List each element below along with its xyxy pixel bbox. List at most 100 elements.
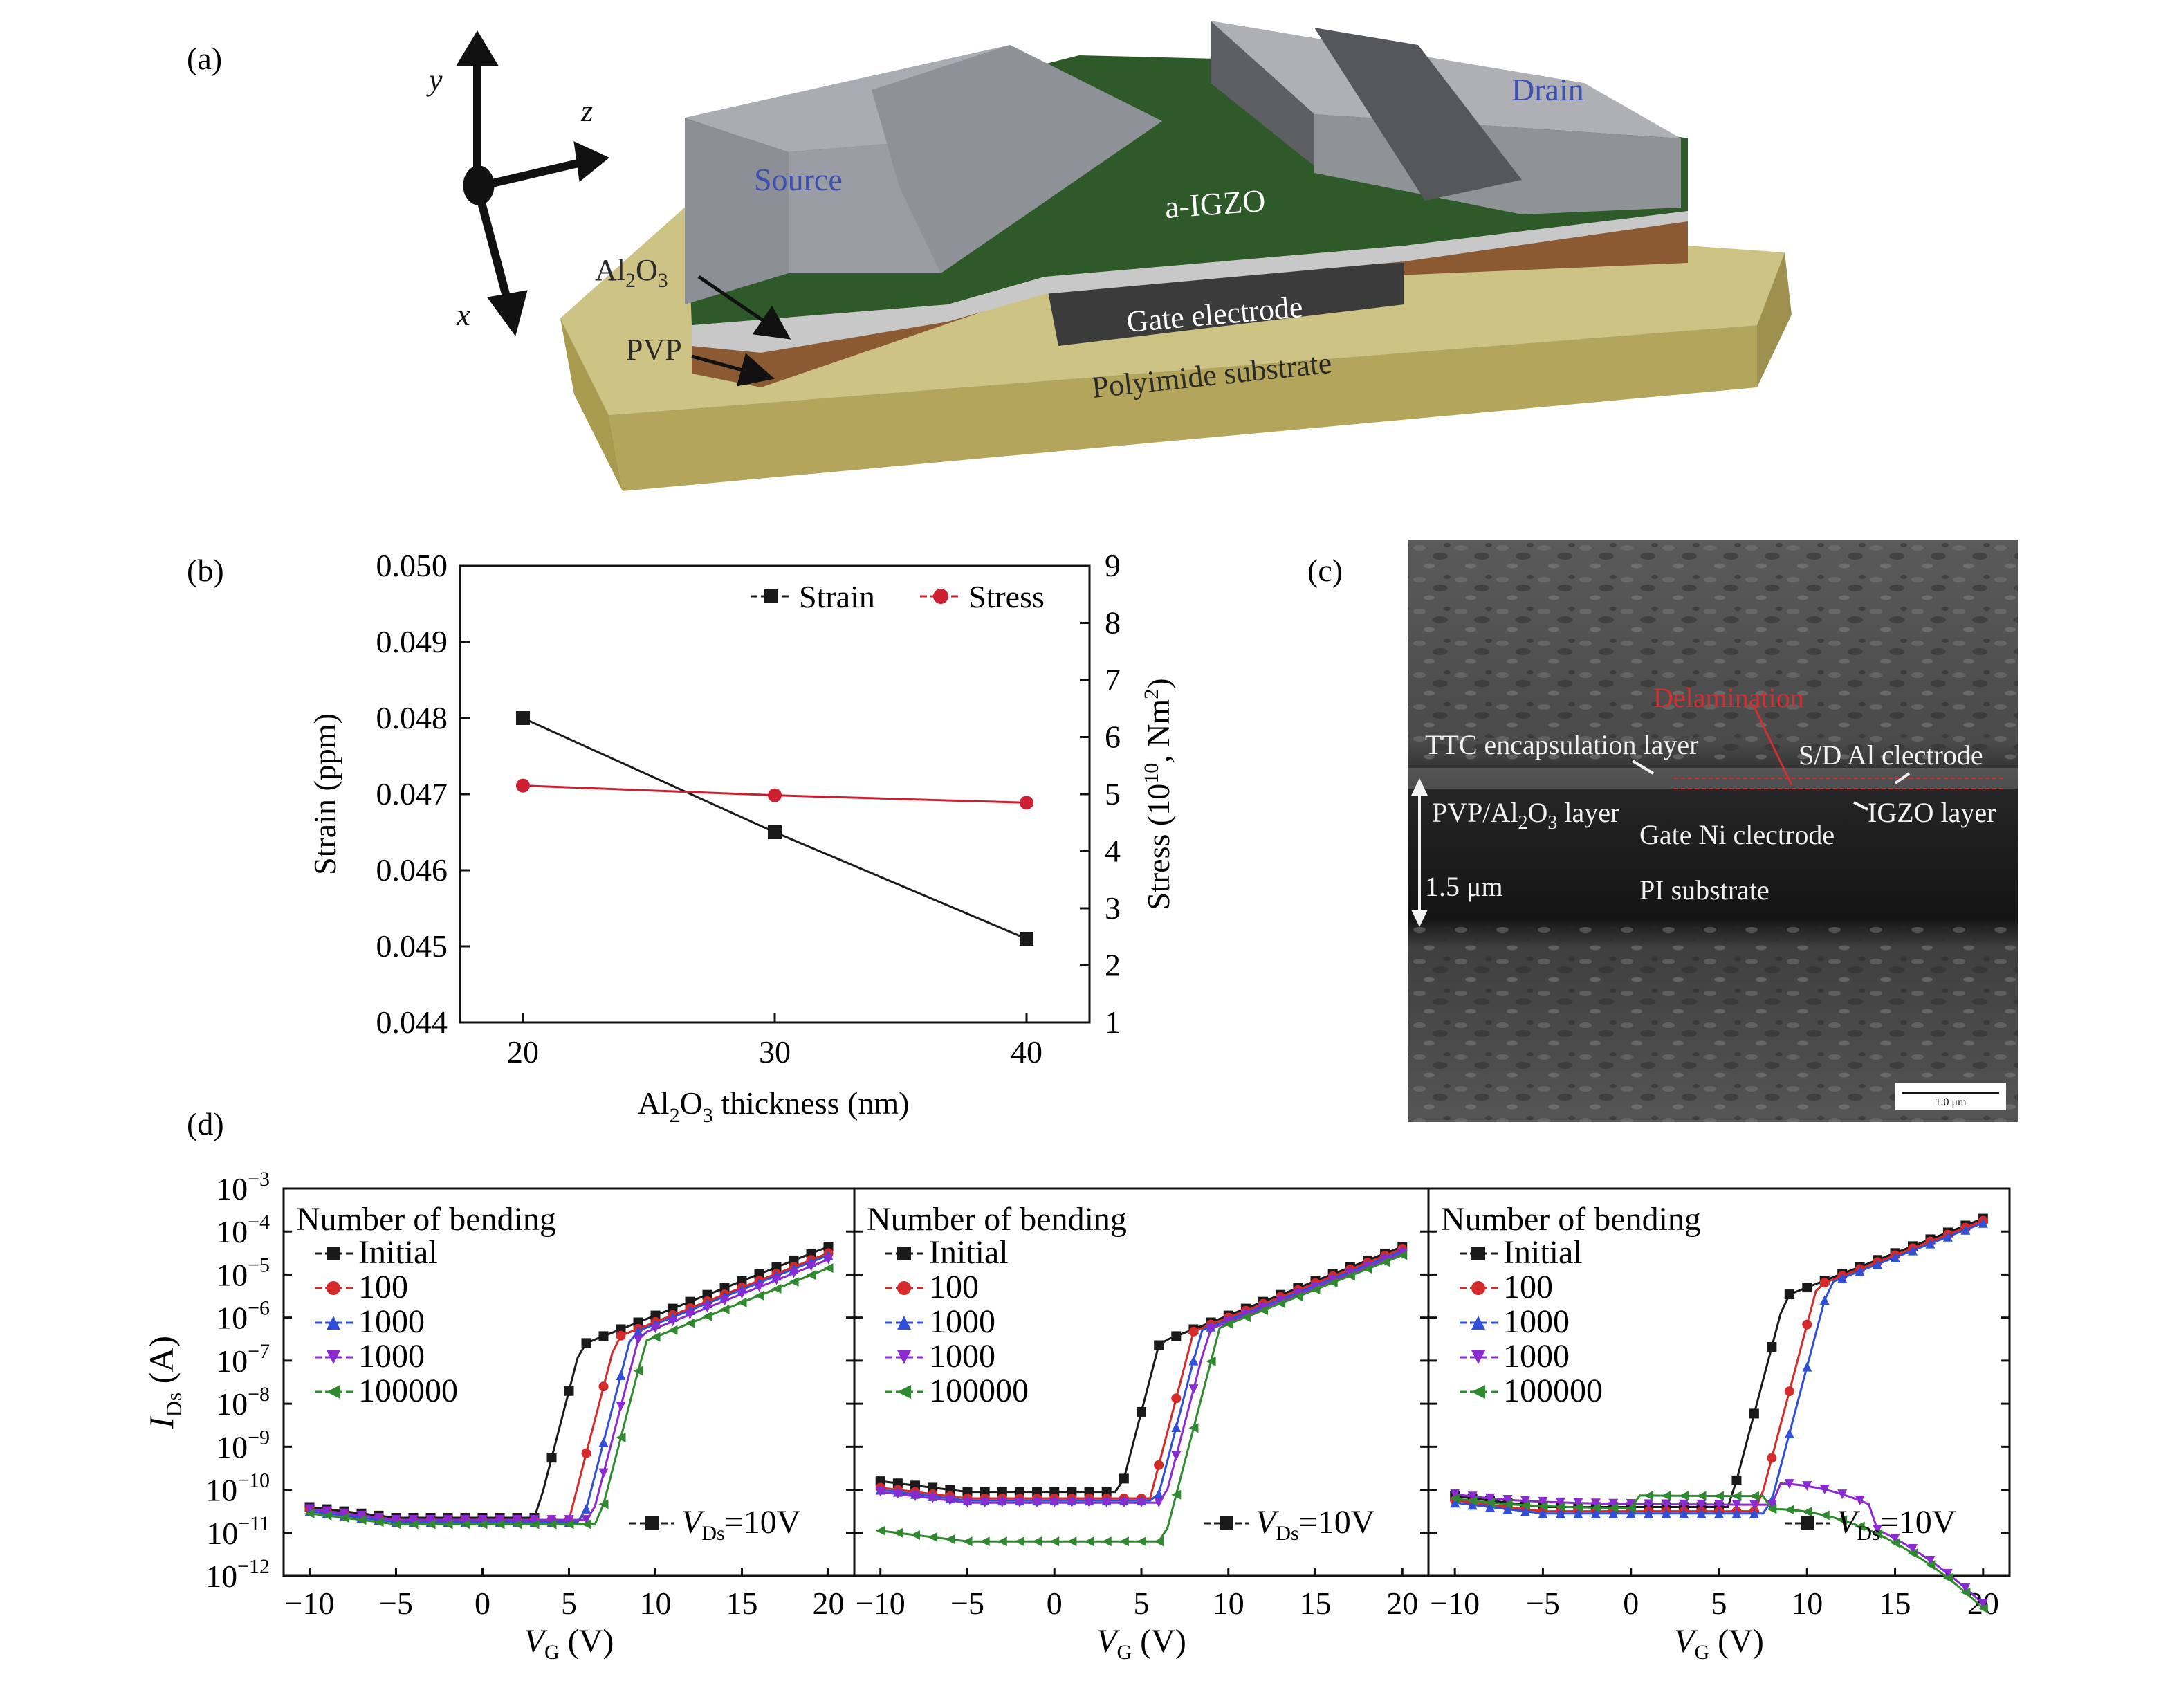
data-point-strain [516, 711, 530, 725]
data-point [1802, 1283, 1812, 1293]
data-point [1171, 1331, 1182, 1341]
data-point [1890, 1252, 1900, 1262]
data-point [1626, 1503, 1636, 1514]
legend-marker [327, 1350, 340, 1364]
y2-tick-label: 3 [1105, 890, 1121, 926]
data-point [1067, 1536, 1077, 1547]
data-point [1573, 1508, 1583, 1518]
delamination-label: Delamination [1653, 682, 1804, 713]
data-point [356, 1510, 367, 1521]
pvp-arrow [691, 353, 775, 387]
data-point [1467, 1496, 1478, 1506]
data-point [633, 1366, 643, 1376]
pi-substrate-label: PI substrate [1639, 874, 1769, 906]
tft-device-illustration: Source Drain a-IGZO Gate electrode Polyi… [560, 21, 1792, 491]
data-point [1661, 1491, 1671, 1501]
y-tick-label: 10−5 [216, 1254, 270, 1292]
data-point [1450, 1494, 1460, 1503]
data-point [1784, 1289, 1794, 1300]
data-point [529, 1515, 540, 1525]
data-point [1819, 1295, 1830, 1305]
iv-subplot-2: −10 −5 0 5 10 15 20 VG (V) Number of bendingInit… [853, 1187, 1430, 1664]
x-tick-label: 20 [813, 1586, 845, 1621]
data-point [322, 1506, 332, 1516]
data-point [789, 1277, 799, 1287]
data-point [1802, 1319, 1812, 1330]
data-point [910, 1530, 921, 1540]
legend-item: 1000 [929, 1303, 995, 1340]
data-point [1171, 1489, 1182, 1500]
x-tick-label: 15 [1879, 1586, 1911, 1621]
data-point [771, 1275, 782, 1285]
data-point [789, 1268, 799, 1278]
data-point [1188, 1423, 1199, 1433]
legend-strain: Strain [799, 579, 875, 614]
y-tick-label: 0.049 [376, 624, 448, 659]
legend-marker [897, 1350, 911, 1364]
data-point [1084, 1498, 1094, 1508]
data-point [1240, 1312, 1251, 1323]
vds-label: VDs=10V [681, 1504, 801, 1545]
chart-b-ylabel: Strain (ppm) [307, 713, 342, 875]
data-point [598, 1499, 609, 1509]
data-point [1749, 1508, 1759, 1518]
data-point [564, 1519, 574, 1530]
chart-b-y2label: Stress (1010, Nm2) [1140, 678, 1176, 910]
y2-tick-label: 9 [1105, 548, 1121, 583]
data-point [1714, 1491, 1724, 1501]
data-point [1067, 1498, 1077, 1508]
data-point [1855, 1496, 1865, 1506]
data-point [633, 1325, 643, 1336]
data-point [1590, 1508, 1601, 1518]
data-point [425, 1515, 436, 1525]
legend-item: 100000 [1503, 1372, 1603, 1409]
data-point [1731, 1475, 1742, 1485]
chart-d-y-axis: 10−12 10−11 10−10 10−9 10−8 10−7 10−6 10−5 10−4 1… [205, 1168, 270, 1594]
drain-electrode-top [1211, 21, 1681, 138]
coordinate-axes: y z x [426, 30, 609, 337]
source-label: Source [754, 162, 843, 197]
data-point [668, 1325, 678, 1335]
panel-b-label: (b) [187, 553, 224, 588]
data-point [1137, 1406, 1146, 1417]
data-point [1171, 1422, 1182, 1433]
data-point [1538, 1496, 1548, 1507]
pvp-al2o3-layer-label: PVP/Al2O3 layer [1432, 797, 1619, 834]
data-point [719, 1304, 730, 1314]
data-point [1784, 1386, 1794, 1397]
data-point [1206, 1356, 1216, 1366]
x-tick-label: 0 [475, 1586, 490, 1621]
data-point [1188, 1326, 1199, 1337]
legend-title: Number of bending [867, 1201, 1127, 1238]
data-point [1485, 1502, 1496, 1512]
legend-marker [1471, 1385, 1485, 1399]
data-point [719, 1296, 730, 1306]
data-point [598, 1437, 609, 1447]
data-point [1819, 1485, 1830, 1495]
data-point [1590, 1498, 1601, 1509]
chart-b-left-axis: 0.044 0.045 0.046 0.047 0.048 0.049 0.050 [376, 548, 470, 1040]
pvp-label: PVP [626, 333, 682, 367]
data-point [1819, 1278, 1830, 1288]
data-point [1171, 1451, 1182, 1461]
data-point [1555, 1497, 1565, 1507]
data-point [1714, 1499, 1724, 1509]
data-point [374, 1513, 384, 1523]
data-point [1345, 1271, 1355, 1281]
data-point [1362, 1264, 1372, 1274]
data-point [374, 1517, 384, 1527]
data-point [1908, 1548, 1918, 1559]
data-point [754, 1282, 764, 1292]
data-point [962, 1536, 973, 1547]
data-point [771, 1283, 782, 1294]
data-point [460, 1515, 470, 1525]
legend-item: 100 [929, 1269, 979, 1305]
sd-label: S/D Al clectrode [1799, 740, 1983, 771]
data-point [529, 1519, 540, 1530]
data-point [546, 1515, 557, 1525]
data-point [1137, 1498, 1146, 1508]
x-tick-label: −5 [950, 1586, 984, 1621]
y-tick-label: 0.047 [376, 776, 448, 811]
data-point [1538, 1508, 1548, 1518]
